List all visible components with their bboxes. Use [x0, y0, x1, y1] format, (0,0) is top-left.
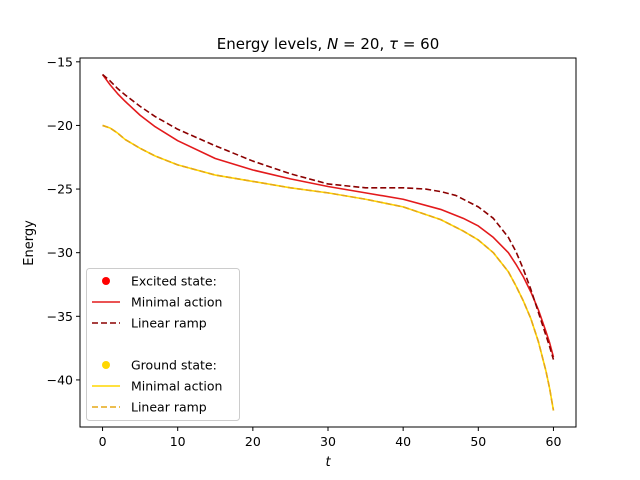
y-tick-label: −20	[47, 118, 73, 133]
legend-excited-linear-ramp-label: Linear ramp	[131, 316, 207, 331]
legend-box	[86, 268, 240, 421]
legend-ground-minimal-action-label: Minimal action	[131, 379, 222, 394]
legend-ground-header: Ground state:	[131, 358, 217, 373]
y-tick-label: −25	[47, 182, 73, 197]
y-tick-label: −40	[47, 372, 73, 387]
series-line-0	[101, 74, 555, 358]
series-line-2	[102, 124, 555, 411]
x-tick-label: 30	[320, 434, 336, 449]
x-tick-label: 50	[470, 434, 486, 449]
y-tick-label: −30	[47, 245, 73, 260]
legend: Excited state: Minimal action Linear ram…	[86, 268, 240, 421]
x-tick-label: 0	[99, 434, 107, 449]
x-tick-label: 10	[170, 434, 186, 449]
y-tick-label: −15	[47, 54, 73, 69]
y-axis-label: Energy	[22, 220, 37, 266]
chart-title: Energy levels, N = 20, τ = 60	[217, 35, 440, 53]
x-axis-label: t	[325, 455, 331, 470]
y-tick-label: −35	[47, 309, 73, 324]
y-axis: −15 −20 −25 −30 −35 −40	[47, 54, 80, 387]
series-line-1	[102, 73, 555, 360]
x-tick-label: 60	[546, 434, 562, 449]
legend-excited-minimal-action-label: Minimal action	[131, 295, 222, 310]
legend-excited-marker	[102, 277, 110, 285]
legend-ground-linear-ramp-label: Linear ramp	[131, 400, 207, 415]
x-axis: 0 10 20 30 40 50 60	[99, 427, 562, 449]
legend-excited-header: Excited state:	[131, 274, 217, 289]
x-tick-label: 20	[245, 434, 261, 449]
series-layer	[101, 73, 555, 411]
legend-ground-marker	[102, 361, 110, 369]
x-tick-label: 40	[395, 434, 411, 449]
